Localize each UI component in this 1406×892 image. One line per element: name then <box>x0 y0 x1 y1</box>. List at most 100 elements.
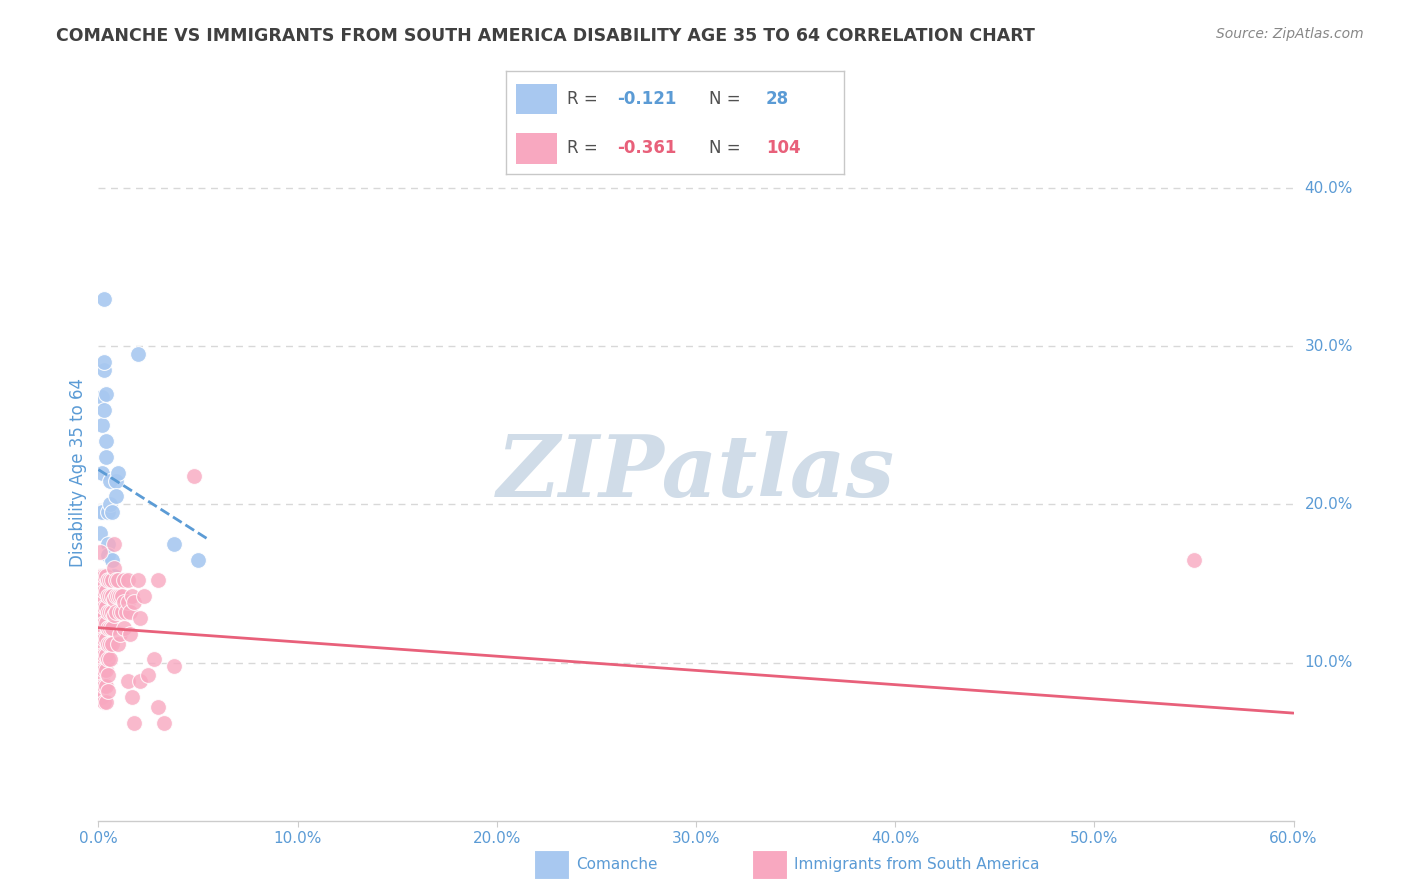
Point <box>91 418 114 433</box>
Point <box>96 648 118 662</box>
Point <box>93 363 115 377</box>
Text: Comanche: Comanche <box>576 857 658 871</box>
Point <box>127 347 149 361</box>
Point <box>89 640 111 654</box>
Text: 30.0%: 30.0% <box>1305 339 1353 354</box>
Point <box>89 611 111 625</box>
Point <box>93 568 115 582</box>
Point <box>97 589 120 603</box>
Point <box>89 632 111 646</box>
Point <box>93 584 115 599</box>
Point <box>96 450 118 464</box>
Point <box>121 690 143 705</box>
Text: -0.361: -0.361 <box>617 139 676 157</box>
Point <box>96 584 118 599</box>
Point <box>89 621 111 635</box>
Point <box>105 574 128 588</box>
Point <box>120 627 142 641</box>
Point <box>112 574 135 588</box>
Point <box>163 537 186 551</box>
Point <box>134 589 156 603</box>
Point <box>93 664 115 678</box>
Text: COMANCHE VS IMMIGRANTS FROM SOUTH AMERICA DISABILITY AGE 35 TO 64 CORRELATION CH: COMANCHE VS IMMIGRANTS FROM SOUTH AMERIC… <box>56 27 1035 45</box>
Point <box>91 640 114 654</box>
Point <box>89 600 111 615</box>
Text: R =: R = <box>567 90 603 108</box>
Text: Source: ZipAtlas.com: Source: ZipAtlas.com <box>1216 27 1364 41</box>
Point <box>101 605 124 619</box>
Point <box>103 537 125 551</box>
Point <box>187 552 209 567</box>
Point <box>91 505 114 519</box>
Point <box>117 574 139 588</box>
Point <box>91 603 114 617</box>
Point <box>96 615 118 630</box>
Point <box>105 605 128 619</box>
Text: -0.121: -0.121 <box>617 90 676 108</box>
Point <box>96 679 118 693</box>
Point <box>153 715 176 730</box>
Point <box>91 390 114 404</box>
Point <box>115 605 138 619</box>
Point <box>89 690 111 705</box>
Point <box>98 652 122 666</box>
Point <box>143 652 166 666</box>
Point <box>91 592 114 607</box>
Point <box>98 589 122 603</box>
Point <box>105 474 128 488</box>
Point <box>148 574 170 588</box>
Point <box>89 525 111 540</box>
Point <box>89 664 111 678</box>
Point <box>89 656 111 670</box>
Point <box>97 652 120 666</box>
Point <box>91 690 114 705</box>
Point <box>93 695 115 709</box>
Text: R =: R = <box>567 139 603 157</box>
Point <box>93 679 115 693</box>
Point <box>103 592 125 607</box>
Point <box>96 600 118 615</box>
Point <box>117 595 139 609</box>
Point <box>89 505 111 519</box>
Point <box>89 545 111 559</box>
Point <box>96 632 118 646</box>
Text: N =: N = <box>709 90 745 108</box>
Text: ZIPatlas: ZIPatlas <box>496 431 896 515</box>
Point <box>91 568 114 582</box>
Text: N =: N = <box>709 139 745 157</box>
Point <box>124 595 146 609</box>
Point <box>97 636 120 650</box>
Point <box>97 668 120 682</box>
Point <box>107 636 129 650</box>
Point <box>97 574 120 588</box>
FancyBboxPatch shape <box>516 84 557 114</box>
Point <box>148 699 170 714</box>
Point <box>91 611 114 625</box>
Point <box>91 679 114 693</box>
Point <box>98 568 122 582</box>
Point <box>96 664 118 678</box>
Point <box>124 715 146 730</box>
Point <box>97 605 120 619</box>
Point <box>98 605 122 619</box>
Point <box>93 615 115 630</box>
Point <box>111 605 134 619</box>
Point <box>105 490 128 504</box>
Point <box>91 466 114 480</box>
Point <box>101 574 124 588</box>
Point <box>89 580 111 594</box>
Point <box>1182 552 1205 567</box>
Text: Immigrants from South America: Immigrants from South America <box>794 857 1040 871</box>
Point <box>127 574 149 588</box>
Text: 40.0%: 40.0% <box>1305 181 1353 195</box>
Point <box>98 474 122 488</box>
Point <box>91 580 114 594</box>
Point <box>107 589 129 603</box>
Point <box>93 648 115 662</box>
Point <box>93 600 115 615</box>
Point <box>89 648 111 662</box>
Point <box>89 671 111 685</box>
Point <box>89 592 111 607</box>
Point <box>112 621 135 635</box>
Point <box>91 621 114 635</box>
